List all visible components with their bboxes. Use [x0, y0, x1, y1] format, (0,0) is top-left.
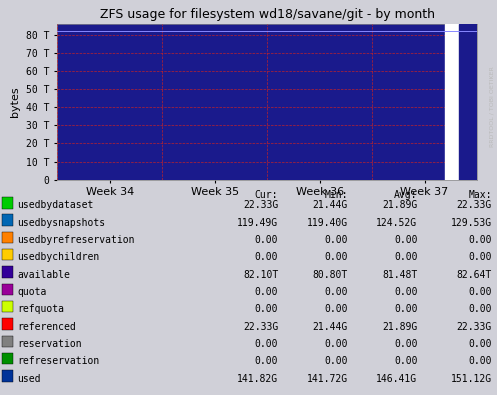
- Text: 0.00: 0.00: [325, 304, 348, 314]
- Text: 82.64T: 82.64T: [457, 269, 492, 280]
- Text: 0.00: 0.00: [469, 356, 492, 366]
- Text: usedbyrefreservation: usedbyrefreservation: [17, 235, 135, 245]
- Text: Cur:: Cur:: [255, 190, 278, 200]
- Text: 0.00: 0.00: [325, 252, 348, 262]
- Text: usedbysnapshots: usedbysnapshots: [17, 218, 105, 228]
- Bar: [2, 231, 13, 243]
- Bar: [2, 266, 13, 278]
- Bar: [2, 335, 13, 347]
- Text: 0.00: 0.00: [469, 252, 492, 262]
- Text: 0.00: 0.00: [255, 287, 278, 297]
- Text: 0.00: 0.00: [325, 287, 348, 297]
- Text: 82.10T: 82.10T: [243, 269, 278, 280]
- Text: 119.40G: 119.40G: [307, 218, 348, 228]
- Text: 0.00: 0.00: [394, 339, 417, 349]
- Text: reservation: reservation: [17, 339, 82, 349]
- Text: 0.00: 0.00: [469, 304, 492, 314]
- Text: usedbychildren: usedbychildren: [17, 252, 99, 262]
- Text: 151.12G: 151.12G: [451, 374, 492, 384]
- Text: 0.00: 0.00: [325, 339, 348, 349]
- Text: 146.41G: 146.41G: [376, 374, 417, 384]
- Text: Min:: Min:: [325, 190, 348, 200]
- Text: 141.82G: 141.82G: [237, 374, 278, 384]
- Text: 22.33G: 22.33G: [243, 200, 278, 210]
- Text: 124.52G: 124.52G: [376, 218, 417, 228]
- Text: 0.00: 0.00: [255, 356, 278, 366]
- Text: 119.49G: 119.49G: [237, 218, 278, 228]
- Text: 0.00: 0.00: [255, 339, 278, 349]
- Text: 0.00: 0.00: [394, 304, 417, 314]
- Text: refquota: refquota: [17, 304, 65, 314]
- Text: 0.00: 0.00: [469, 235, 492, 245]
- Text: 81.48T: 81.48T: [382, 269, 417, 280]
- Bar: [445, 24, 460, 180]
- Text: 21.44G: 21.44G: [313, 200, 348, 210]
- Y-axis label: bytes: bytes: [10, 87, 20, 117]
- Text: 21.89G: 21.89G: [382, 200, 417, 210]
- Text: 0.00: 0.00: [394, 235, 417, 245]
- Text: 129.53G: 129.53G: [451, 218, 492, 228]
- Text: Avg:: Avg:: [394, 190, 417, 200]
- Text: 0.00: 0.00: [394, 252, 417, 262]
- Text: Max:: Max:: [469, 190, 492, 200]
- Text: referenced: referenced: [17, 322, 76, 331]
- Text: 0.00: 0.00: [255, 304, 278, 314]
- Bar: [2, 301, 13, 312]
- Text: used: used: [17, 374, 41, 384]
- Bar: [2, 197, 13, 209]
- Text: RRDTOOL / TOBI OETIKER: RRDTOOL / TOBI OETIKER: [490, 66, 495, 147]
- Text: 0.00: 0.00: [469, 339, 492, 349]
- Bar: [2, 370, 13, 382]
- Title: ZFS usage for filesystem wd18/savane/git - by month: ZFS usage for filesystem wd18/savane/git…: [99, 8, 435, 21]
- Text: 0.00: 0.00: [394, 287, 417, 297]
- Text: quota: quota: [17, 287, 47, 297]
- Bar: [2, 214, 13, 226]
- Bar: [2, 284, 13, 295]
- Text: usedbydataset: usedbydataset: [17, 200, 94, 210]
- Text: 0.00: 0.00: [469, 287, 492, 297]
- Text: 0.00: 0.00: [255, 235, 278, 245]
- Bar: [460, 24, 477, 180]
- Text: 0.00: 0.00: [255, 252, 278, 262]
- Text: 0.00: 0.00: [325, 356, 348, 366]
- Bar: [2, 318, 13, 330]
- Text: 21.44G: 21.44G: [313, 322, 348, 331]
- Text: refreservation: refreservation: [17, 356, 99, 366]
- Text: 22.33G: 22.33G: [457, 322, 492, 331]
- Text: 0.00: 0.00: [394, 356, 417, 366]
- Text: 141.72G: 141.72G: [307, 374, 348, 384]
- Text: 21.89G: 21.89G: [382, 322, 417, 331]
- Text: 22.33G: 22.33G: [457, 200, 492, 210]
- Bar: [2, 249, 13, 260]
- Text: 80.80T: 80.80T: [313, 269, 348, 280]
- Text: available: available: [17, 269, 70, 280]
- Text: 0.00: 0.00: [325, 235, 348, 245]
- Bar: [2, 353, 13, 365]
- Text: 22.33G: 22.33G: [243, 322, 278, 331]
